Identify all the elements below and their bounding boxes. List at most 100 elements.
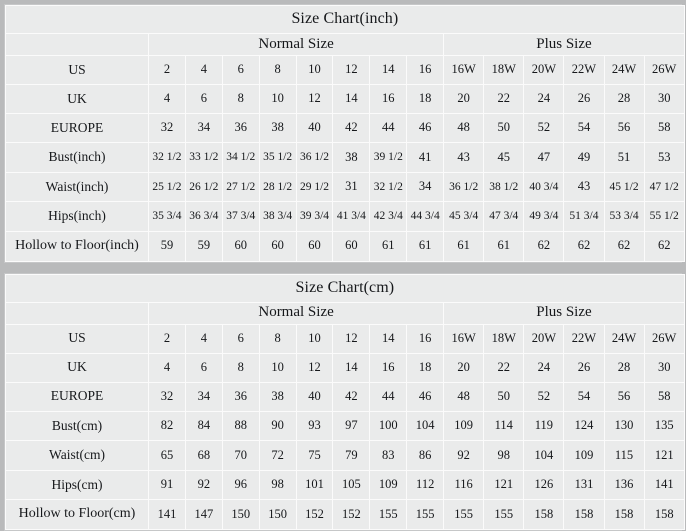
data-cell: 4	[149, 353, 186, 382]
data-cell: 42	[333, 382, 370, 411]
data-cell: 62	[564, 231, 604, 261]
data-cell: 6	[185, 353, 222, 382]
data-cell: 26 1/2	[185, 172, 222, 202]
data-cell: 116	[444, 470, 484, 500]
data-cell: 45 3/4	[444, 202, 484, 232]
data-cell: 46	[407, 114, 444, 143]
data-cell: 158	[604, 500, 644, 530]
data-cell: 92	[444, 441, 484, 471]
data-cell: 41	[407, 143, 444, 173]
data-cell: 38 1/2	[484, 172, 524, 202]
data-cell: 60	[333, 231, 370, 261]
data-cell: 82	[149, 411, 186, 441]
data-cell: 44 3/4	[407, 202, 444, 232]
group-header-normal-size-inch: Normal Size	[149, 34, 444, 56]
data-cell: 33 1/2	[185, 143, 222, 173]
data-cell: 124	[564, 411, 604, 441]
data-cell: 141	[149, 500, 186, 530]
data-cell: 65	[149, 441, 186, 471]
data-cell: 39 1/2	[370, 143, 407, 173]
data-cell: 40 3/4	[524, 172, 564, 202]
data-cell: 28	[604, 85, 644, 114]
data-cell: 22W	[564, 324, 604, 353]
data-cell: 20W	[524, 324, 564, 353]
data-cell: 84	[185, 411, 222, 441]
data-cell: 40	[296, 114, 333, 143]
data-cell: 104	[524, 441, 564, 471]
data-cell: 90	[259, 411, 296, 441]
data-cell: 62	[524, 231, 564, 261]
data-cell: 25 1/2	[149, 172, 186, 202]
data-cell: 16	[407, 324, 444, 353]
data-cell: 131	[564, 470, 604, 500]
data-cell: 8	[222, 353, 259, 382]
data-cell: 86	[407, 441, 444, 471]
data-cell: 62	[644, 231, 684, 261]
data-cell: 52	[524, 114, 564, 143]
data-cell: 35 1/2	[259, 143, 296, 173]
data-cell: 38	[259, 382, 296, 411]
data-cell: 105	[333, 470, 370, 500]
data-cell: 16	[370, 85, 407, 114]
data-cell: 150	[222, 500, 259, 530]
data-cell: 98	[259, 470, 296, 500]
data-cell: 53 3/4	[604, 202, 644, 232]
data-cell: 68	[185, 441, 222, 471]
data-cell: 97	[333, 411, 370, 441]
data-cell: 35 3/4	[149, 202, 186, 232]
data-cell: 48	[444, 114, 484, 143]
data-cell: 18	[407, 85, 444, 114]
data-cell: 8	[259, 324, 296, 353]
data-cell: 47	[524, 143, 564, 173]
group-header-normal-size-cm: Normal Size	[149, 302, 444, 324]
data-cell: 58	[644, 114, 684, 143]
data-cell: 28	[604, 353, 644, 382]
data-cell: 43	[444, 143, 484, 173]
data-cell: 24W	[604, 324, 644, 353]
data-cell: 8	[222, 85, 259, 114]
data-cell: 55 1/2	[644, 202, 684, 232]
data-cell: 30	[644, 353, 684, 382]
data-cell: 50	[484, 114, 524, 143]
data-cell: 60	[259, 231, 296, 261]
data-cell: 155	[370, 500, 407, 530]
data-cell: 12	[296, 85, 333, 114]
data-cell: 126	[524, 470, 564, 500]
data-cell: 61	[370, 231, 407, 261]
data-cell: 20	[444, 85, 484, 114]
data-cell: 59	[149, 231, 186, 261]
data-cell: 20	[444, 353, 484, 382]
data-cell: 96	[222, 470, 259, 500]
row-label: Waist(inch)	[6, 172, 149, 202]
data-cell: 152	[333, 500, 370, 530]
data-cell: 121	[644, 441, 684, 471]
chart-title-inch: Size Chart(inch)	[6, 6, 685, 34]
data-cell: 45	[484, 143, 524, 173]
data-cell: 155	[444, 500, 484, 530]
data-cell: 60	[296, 231, 333, 261]
data-cell: 26W	[644, 324, 684, 353]
data-cell: 26W	[644, 56, 684, 85]
data-cell: 28 1/2	[259, 172, 296, 202]
data-cell: 12	[296, 353, 333, 382]
data-cell: 152	[296, 500, 333, 530]
data-cell: 16	[407, 56, 444, 85]
data-cell: 109	[564, 441, 604, 471]
data-cell: 14	[333, 353, 370, 382]
data-cell: 36	[222, 382, 259, 411]
row-label: Hips(inch)	[6, 202, 149, 232]
data-cell: 147	[185, 500, 222, 530]
data-cell: 16	[370, 353, 407, 382]
